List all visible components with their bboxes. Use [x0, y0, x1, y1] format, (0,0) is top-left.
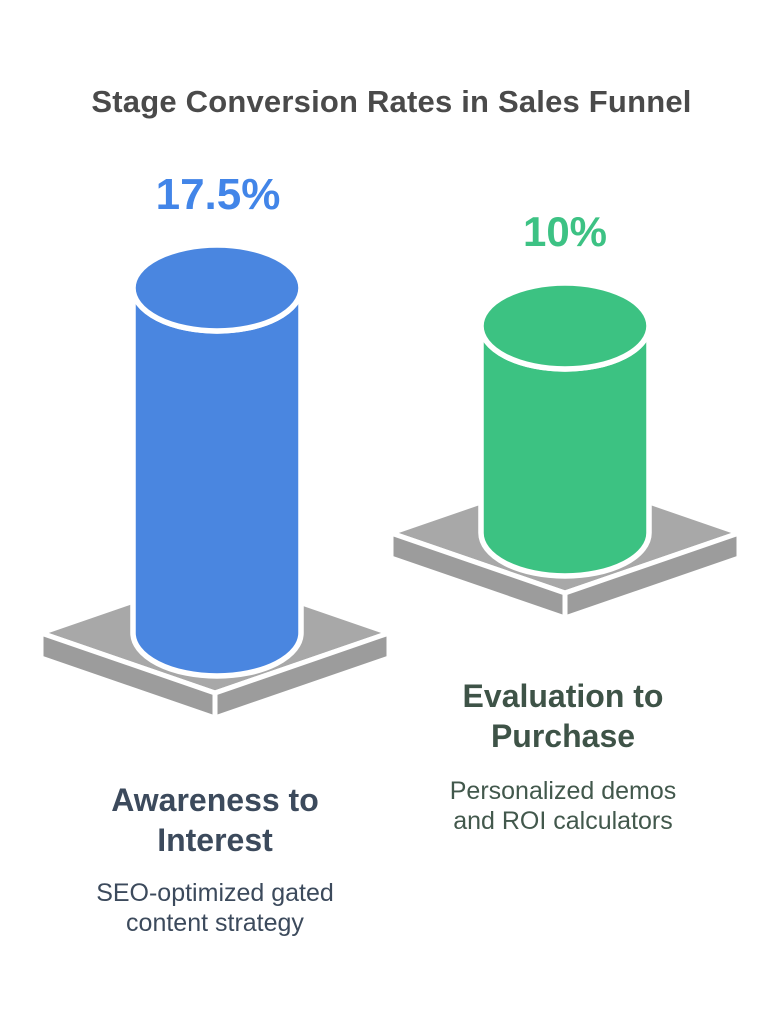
chart-title: Stage Conversion Rates in Sales Funnel	[91, 84, 692, 119]
stage-1-cylinder	[130, 242, 304, 679]
stage-1-cylinder-top	[130, 242, 304, 334]
stage-1-pedestal-right-face	[212, 630, 392, 721]
stage-2-description: Personalized demos and ROI calculators	[449, 777, 677, 835]
stage-1-description: SEO-optimized gated content strategy	[96, 879, 334, 937]
stage-2-cylinder	[478, 280, 652, 579]
stage-2-cylinder-top	[478, 280, 652, 372]
stage-2-pedestal-right-face	[562, 530, 742, 621]
stage-2-category-label: Evaluation to Purchase	[462, 678, 664, 754]
stage-1-cylinder-body	[130, 287, 304, 679]
stage-2-value-label: 10%	[522, 208, 608, 255]
stage-1-value-label: 17.5%	[155, 170, 281, 219]
stage-1-category-label: Awareness to Interest	[111, 782, 319, 858]
